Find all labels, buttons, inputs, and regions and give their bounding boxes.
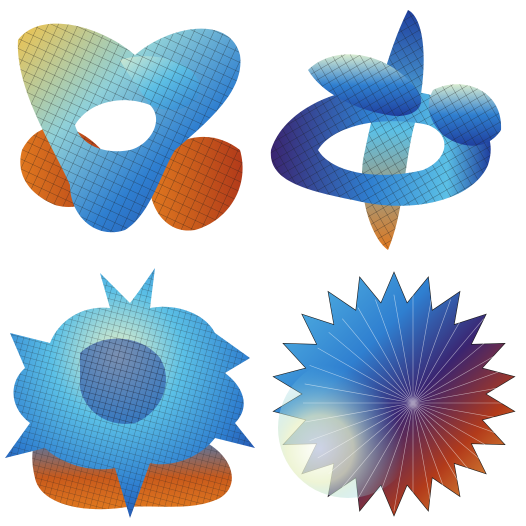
surface-4-ray bbox=[412, 318, 484, 404]
surface-4-ray bbox=[412, 299, 451, 404]
surface-4-ray bbox=[393, 402, 414, 512]
surface-render-1 bbox=[17, 23, 243, 233]
surface-panel-bottom-left bbox=[0, 263, 263, 526]
surface-4-ray bbox=[412, 365, 517, 404]
surface-4-ray bbox=[375, 402, 414, 507]
surface-4-rays bbox=[303, 293, 523, 513]
surface-render-3 bbox=[5, 268, 255, 518]
surface-4-ray bbox=[412, 402, 498, 474]
surface-4-ray bbox=[317, 402, 414, 459]
surface-render-4 bbox=[272, 271, 523, 517]
surface-4-ray bbox=[393, 294, 414, 404]
surface-4-ray bbox=[309, 402, 414, 441]
surface-4-ray bbox=[309, 365, 414, 404]
surface-4-ray bbox=[342, 318, 414, 404]
surface-4-ray bbox=[317, 347, 414, 404]
surface-4-ray bbox=[304, 383, 414, 404]
surface-4-ray bbox=[412, 332, 498, 404]
surface-4-ray bbox=[412, 402, 509, 459]
surface-panel-top-left bbox=[0, 0, 263, 263]
surface-4-ray bbox=[328, 332, 414, 404]
surface-panel-top-right bbox=[263, 0, 526, 263]
surface-4-ray bbox=[375, 299, 414, 404]
surface-4-ray bbox=[412, 307, 469, 404]
surface-4-ray bbox=[412, 402, 469, 499]
surface-4-ray bbox=[328, 402, 414, 474]
surface-4-ray bbox=[357, 402, 414, 499]
surface-4-ray bbox=[342, 402, 414, 488]
surface-4-ray bbox=[357, 307, 414, 404]
surface-4-ray bbox=[412, 402, 433, 512]
surface-4-ray bbox=[412, 383, 522, 404]
surface-4-ray bbox=[412, 294, 433, 404]
surface-render-2 bbox=[270, 10, 502, 250]
surface-4-highlight bbox=[278, 358, 418, 498]
surface-4-ray bbox=[412, 402, 484, 488]
surface-4-ray bbox=[412, 347, 509, 404]
surface-panel-bottom-right bbox=[263, 263, 526, 526]
surface-4-ray bbox=[412, 402, 522, 423]
surface-4-ray bbox=[412, 402, 517, 441]
surface-4-ray bbox=[412, 402, 451, 507]
surface-4-ray bbox=[304, 402, 414, 423]
